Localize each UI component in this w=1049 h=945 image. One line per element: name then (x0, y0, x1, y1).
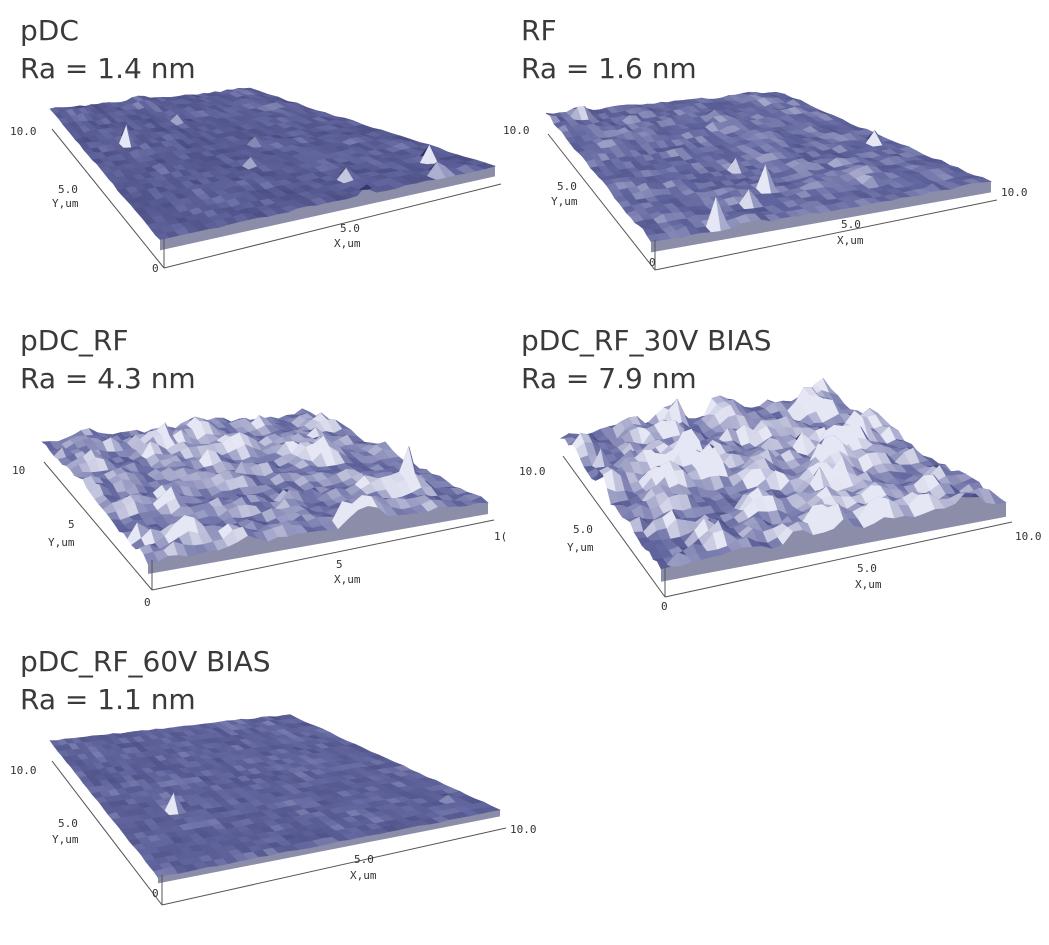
y-max-tick: 10.0 (503, 124, 530, 137)
x-mid-tick: 5 (336, 558, 343, 571)
x-axis-label: X,um (837, 234, 864, 247)
afm-surface-plot: 10.0 5.0 Y,um 5.0 X,um 10.0 0 (521, 324, 1041, 624)
y-mid-tick: 5.0 (58, 817, 78, 830)
x-axis-label: X,um (350, 869, 377, 882)
x-max-tick: 10.0 (1015, 530, 1042, 543)
afm-surface-plot: 10.0 5.0 Y,um 5.0 X,um 0 (20, 14, 540, 314)
x-axis-label: X,um (855, 578, 882, 591)
origin-tick: 0 (661, 600, 668, 613)
afm-surface-plot: 10.0 5.0 Y,um 5.0 X,um 10.0 0 (20, 645, 540, 945)
x-max-tick: 10.0 (1001, 186, 1028, 199)
x-axis-label: X,um (334, 237, 361, 250)
afm-panel-pdc-rf: pDC_RF Ra = 4.3 nm 10 5 Y,um 5 X,um 1( 0 (20, 324, 540, 624)
y-mid-tick: 5.0 (557, 180, 577, 193)
y-axis-label: Y,um (567, 541, 594, 554)
x-mid-tick: 5.0 (841, 218, 861, 231)
y-axis-label: Y,um (551, 195, 578, 208)
afm-panel-pdc-rf-30v-bias: pDC_RF_30V BIAS Ra = 7.9 nm 10.0 5.0 Y,u… (521, 324, 1041, 624)
origin-tick: 0 (152, 887, 159, 900)
afm-surface-plot: 10 5 Y,um 5 X,um 1( 0 (20, 324, 540, 624)
y-axis-label: Y,um (52, 833, 79, 846)
x-mid-tick: 5.0 (354, 853, 374, 866)
afm-panel-pdc-rf-60v-bias: pDC_RF_60V BIAS Ra = 1.1 nm 10.0 5.0 Y,u… (20, 645, 540, 945)
y-max-tick: 10 (12, 464, 25, 477)
afm-panel-pdc: pDC Ra = 1.4 nm 10.0 5.0 Y,um 5.0 X,um 0 (20, 14, 540, 314)
afm-surface-plot: 10.0 5.0 Y,um 5.0 X,um 10.0 0 (521, 14, 1041, 314)
x-max-tick: 10.0 (510, 823, 537, 836)
y-max-tick: 10.0 (519, 465, 546, 478)
origin-tick: 0 (152, 262, 159, 275)
y-max-tick: 10.0 (10, 764, 37, 777)
x-max-tick: 1( (494, 530, 507, 543)
y-mid-tick: 5.0 (573, 523, 593, 536)
y-axis-label: Y,um (48, 536, 75, 549)
y-axis-label: Y,um (52, 197, 79, 210)
y-mid-tick: 5.0 (58, 183, 78, 196)
x-mid-tick: 5.0 (857, 562, 877, 575)
x-mid-tick: 5.0 (340, 222, 360, 235)
y-max-tick: 10.0 (10, 125, 37, 138)
origin-tick: 0 (144, 596, 151, 609)
origin-tick: 0 (649, 256, 656, 269)
y-mid-tick: 5 (68, 518, 75, 531)
afm-panel-rf: RF Ra = 1.6 nm 10.0 5.0 Y,um 5.0 X,um 10… (521, 14, 1041, 314)
x-axis-label: X,um (334, 573, 361, 586)
